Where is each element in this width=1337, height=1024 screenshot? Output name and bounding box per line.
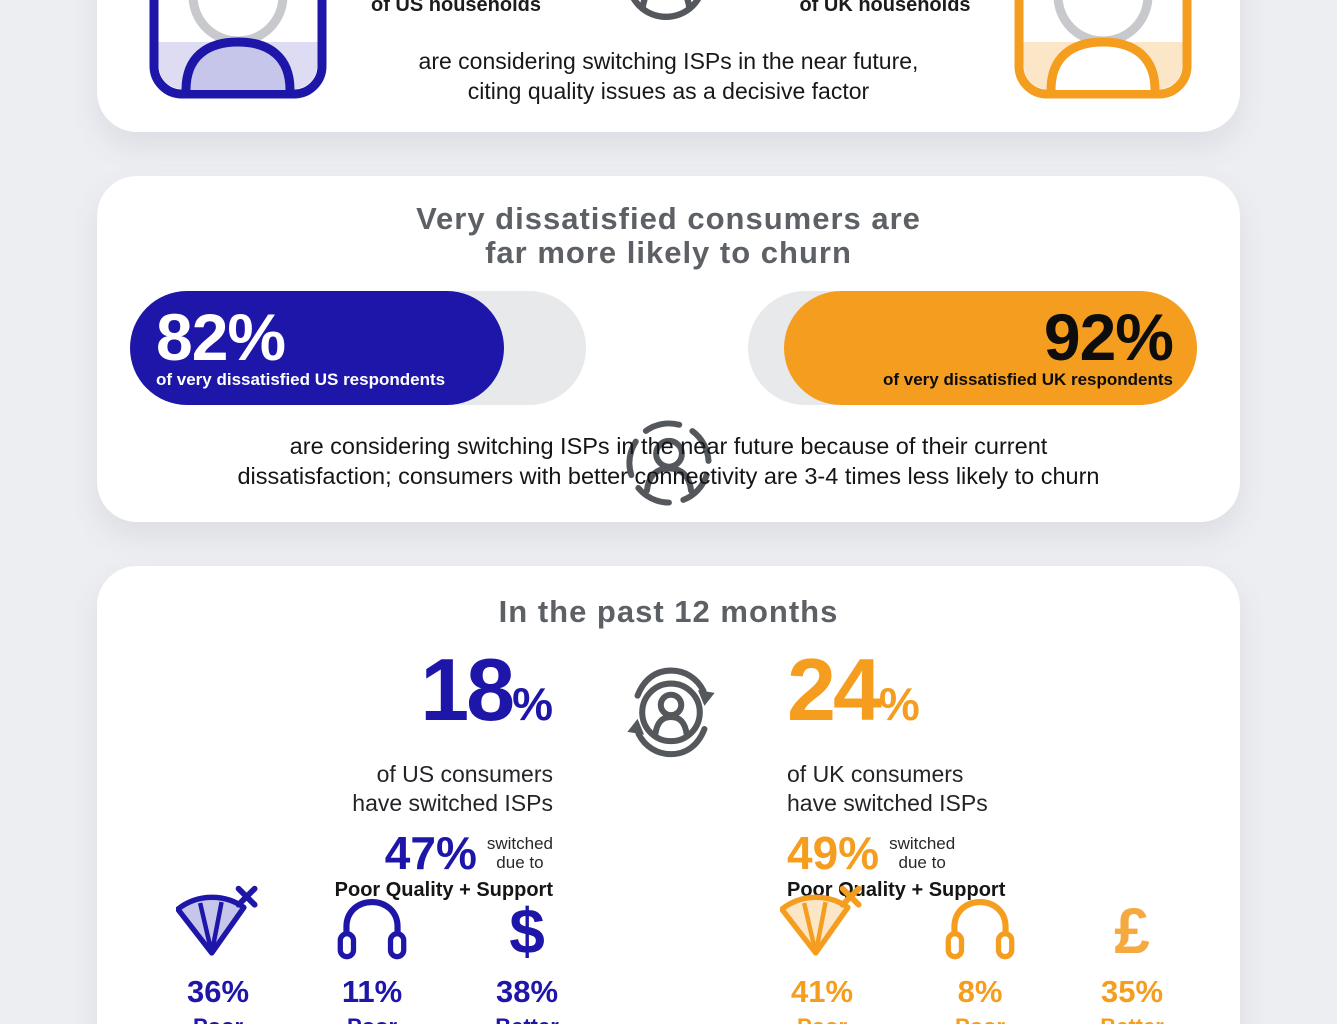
us-stat-connectivity: 36% Poor — [143, 884, 293, 1024]
card-considering-switch: of US households of UK households are co… — [97, 0, 1240, 132]
us-note-line1: switched — [486, 834, 553, 853]
us-stat-connectivity-value: 36% — [186, 974, 250, 1009]
uk-quality-switch-note: switched due to — [889, 834, 955, 872]
uk-stat-support: 8% Poor — [905, 884, 1055, 1024]
uk-stat-support-value: 8% — [957, 974, 1003, 1009]
person-dashed-circle-icon — [623, 417, 715, 514]
churn-caption-line2: dissatisfaction; consumers with better c… — [237, 463, 1100, 489]
uk-note-line2: due to — [898, 853, 946, 872]
churn-bars: 82% of very dissatisfied US respondents … — [97, 291, 1240, 506]
us-switched-percent-sign: % — [512, 678, 553, 730]
us-switched-label-line2: have switched ISPs — [352, 790, 553, 816]
person-cycle-arrows-icon — [619, 662, 723, 764]
uk-stat-price-value: 35% — [1100, 974, 1164, 1009]
top-caption-line2: citing quality issues as a decisive fact… — [467, 78, 870, 104]
wifi-x-icon — [780, 884, 864, 962]
us-switch-stats: 18% of US consumers have switched ISPs 4… — [325, 646, 553, 902]
dollar-icon: $ — [509, 895, 545, 967]
us-switched-label-line1: of US consumers — [376, 761, 553, 787]
us-churn-bar: 82% of very dissatisfied US respondents — [130, 291, 504, 405]
uk-stat-price-label: Better — [1100, 1014, 1164, 1024]
uk-stat-connectivity: 41% Poor — [747, 884, 897, 1024]
uk-churn-value: 92% — [1043, 300, 1174, 374]
card-past-12-months: In the past 12 months 18% of US consumer… — [97, 566, 1240, 1024]
us-stat-price-value: 38% — [495, 974, 559, 1009]
top-card-caption: are considering switching ISPs in the ne… — [97, 46, 1240, 106]
churn-card-title: Very dissatisfied consumers are far more… — [97, 202, 1240, 270]
us-stat-support-value: 11% — [341, 974, 403, 1009]
uk-switch-stats: 24% of UK consumers have switched ISPs 4… — [787, 646, 1037, 902]
top-caption-line1: are considering switching ISPs in the ne… — [418, 48, 919, 74]
uk-household-person-icon — [1013, 0, 1193, 100]
churn-caption-line1: are considering switching ISPs in the ne… — [289, 433, 1048, 459]
us-household-person-icon — [148, 0, 328, 100]
headset-icon — [335, 884, 409, 962]
us-stat-support: 11% Poor — [297, 884, 447, 1024]
churn-title-line1: Very dissatisfied consumers are — [416, 201, 921, 236]
uk-quality-switch-row: 49% switched due to — [787, 830, 1037, 876]
uk-stat-price: £ 35% Better — [1057, 884, 1207, 1024]
uk-households-label: of UK households — [799, 0, 971, 16]
uk-switched-label-line2: have switched ISPs — [787, 790, 988, 816]
us-churn-value: 82% — [156, 300, 286, 374]
uk-switched-percent-sign: % — [878, 678, 920, 730]
uk-switched-number: 24 — [787, 640, 882, 739]
us-quality-switch-row: 47% switched due to — [325, 830, 553, 876]
uk-stat-support-label: Poor — [955, 1014, 1005, 1024]
us-stat-price-label: Better — [495, 1014, 559, 1024]
uk-quality-switch-label: Poor Quality + Support — [787, 879, 1006, 901]
uk-switched-value: 24% — [787, 646, 1037, 754]
past12-title: In the past 12 months — [498, 594, 839, 629]
us-stat-connectivity-label: Poor — [193, 1014, 243, 1024]
churn-card-caption: are considering switching ISPs in the ne… — [97, 431, 1240, 491]
uk-stat-connectivity-value: 41% — [790, 974, 854, 1009]
uk-switched-label-line1: of UK consumers — [787, 761, 964, 787]
us-households-label: of US households — [371, 0, 541, 16]
uk-switched-label: of UK consumers have switched ISPs — [787, 760, 1037, 818]
us-churn-bar-track: 82% of very dissatisfied US respondents — [130, 291, 586, 405]
headset-icon — [943, 884, 1017, 962]
us-quality-switch-label: Poor Quality + Support — [334, 879, 553, 901]
uk-note-line1: switched — [889, 834, 956, 853]
card-very-dissatisfied-churn: Very dissatisfied consumers are far more… — [97, 176, 1240, 522]
person-circle-icon — [621, 0, 711, 24]
us-stat-price: $ 38% Better — [452, 884, 602, 1024]
uk-stat-connectivity-label: Poor — [797, 1014, 847, 1024]
us-churn-label: of very dissatisfied US respondents — [156, 370, 446, 389]
us-note-line2: due to — [496, 853, 544, 872]
uk-churn-label: of very dissatisfied UK respondents — [882, 370, 1173, 389]
us-switched-label: of US consumers have switched ISPs — [325, 760, 553, 818]
us-switched-number: 18 — [420, 640, 515, 739]
wifi-x-icon — [176, 884, 260, 962]
us-quality-switch-note: switched due to — [487, 834, 553, 872]
us-quality-switch-value: 47% — [384, 827, 477, 879]
churn-title-line2: far more likely to churn — [485, 235, 852, 270]
uk-quality-switch-value: 49% — [787, 827, 880, 879]
uk-churn-bar: 92% of very dissatisfied UK respondents — [783, 291, 1197, 405]
uk-churn-bar-track: 92% of very dissatisfied UK respondents — [748, 291, 1197, 405]
us-stat-support-label: Poor — [347, 1014, 397, 1024]
us-switched-value: 18% — [325, 646, 553, 754]
pound-icon: £ — [1114, 895, 1150, 967]
